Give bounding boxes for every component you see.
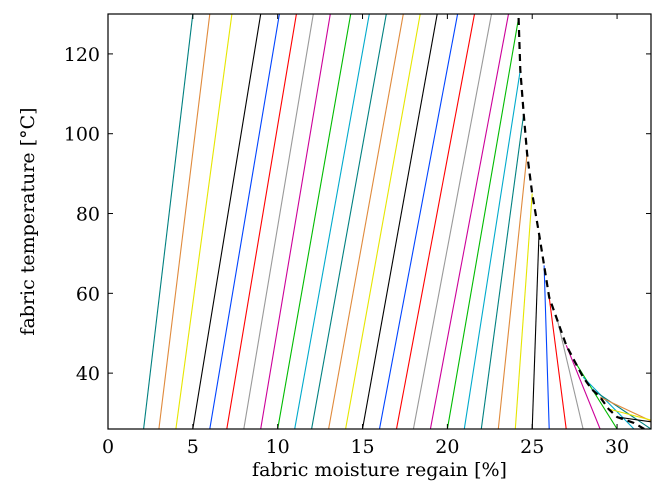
boundary-layer <box>517 17 645 429</box>
y-tick-label: 80 <box>76 204 100 226</box>
series-line-8 <box>260 14 331 429</box>
series-line-25 <box>543 265 550 429</box>
series-line-5 <box>209 14 280 429</box>
series-line-30 <box>582 376 635 429</box>
tick-layer: 0 5 10 15 20 25 30 40 60 80 100 120 <box>64 14 651 458</box>
series-line-2 <box>158 14 211 429</box>
series-line-32 <box>599 396 651 422</box>
boundary-dashed-line <box>517 17 645 429</box>
series-line-4 <box>192 14 262 429</box>
series-line-33 <box>608 408 651 421</box>
x-tick-label: 25 <box>520 436 544 458</box>
series-line-11 <box>311 14 387 429</box>
series-layer <box>143 14 651 429</box>
series-line-3 <box>175 14 233 429</box>
series-line-15 <box>378 14 459 429</box>
x-tick-label: 30 <box>605 436 629 458</box>
series-line-19 <box>446 17 520 429</box>
series-line-18 <box>429 14 510 429</box>
plot-frame <box>107 13 652 430</box>
series-line-7 <box>243 14 314 429</box>
series-line-23 <box>514 193 533 429</box>
series-line-9 <box>277 14 352 429</box>
y-tick-label: 60 <box>76 283 100 305</box>
series-line-1 <box>143 14 194 429</box>
x-tick-label: 10 <box>266 436 290 458</box>
series-line-34 <box>617 416 651 423</box>
x-tick-label: 20 <box>435 436 459 458</box>
series-line-26 <box>548 297 567 429</box>
series-line-28 <box>565 344 601 429</box>
series-line-16 <box>395 14 476 429</box>
series-line-24 <box>531 233 540 429</box>
series-line-13 <box>345 14 421 429</box>
x-tick-label: 15 <box>350 436 374 458</box>
y-tick-label: 40 <box>76 363 100 385</box>
series-line-20 <box>463 69 521 429</box>
x-tick-label: 5 <box>187 436 199 458</box>
series-line-17 <box>412 14 493 429</box>
y-tick-label: 120 <box>64 44 100 66</box>
x-tick-label: 0 <box>102 436 114 458</box>
series-line-10 <box>294 14 370 429</box>
series-line-22 <box>497 153 528 429</box>
series-line-14 <box>361 14 438 429</box>
y-axis-label: fabric temperature [°C] <box>17 107 39 335</box>
series-line-6 <box>226 14 297 429</box>
y-tick-label: 100 <box>64 124 100 146</box>
series-line-12 <box>328 14 404 429</box>
x-axis-label: fabric moisture regain [%] <box>252 459 507 481</box>
series-line-21 <box>480 113 525 429</box>
series-line-27 <box>557 321 584 429</box>
series-line-31 <box>591 388 651 429</box>
